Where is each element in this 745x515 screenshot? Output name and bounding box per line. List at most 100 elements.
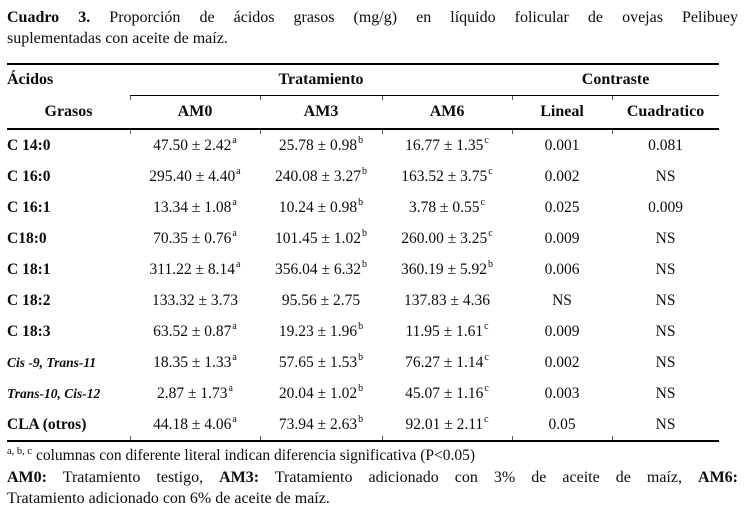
fatty-acid-label: C18:0	[7, 229, 47, 247]
value-cell: 45.07 ± 1.16c	[405, 383, 489, 402]
cuadratico-cell: NS	[655, 291, 676, 309]
significance-letter: a	[232, 228, 237, 240]
significance-letter: b	[358, 352, 364, 364]
table-row: C 16:0 295.40 ± 4.40a 240.08 ± 3.27b 163.52…	[7, 161, 719, 192]
value-cell: 20.04 ± 1.02b	[278, 383, 364, 402]
fatty-acid-label: Trans-10, Cis-12	[7, 385, 101, 401]
table-row: C 14:0 47.50 ± 2.42a 25.78 ± 0.98b 16.77 ± …	[7, 129, 720, 161]
significance-letter: c	[484, 414, 489, 426]
table-row: C18:0 70.35 ± 0.76a 101.45 ± 1.02b 260.00 ±…	[7, 223, 719, 254]
value-cell: 19.23 ± 1.96b	[278, 321, 364, 340]
cuadratico-cell: NS	[655, 260, 676, 278]
value-cell: 311.22 ± 8.14a	[149, 259, 241, 278]
value-cell: 95.56 ± 2.75	[281, 291, 361, 309]
significance-letter: b	[358, 383, 364, 395]
cuadratico-cell: NS	[612, 409, 720, 442]
table-row: C 18:2 133.32 ± 3.73 95.56 ± 2.75 137.83 ± …	[7, 285, 719, 316]
caption-label: Cuadro 3.	[7, 9, 91, 26]
significance-letter: b	[362, 259, 367, 271]
table-row: C 18:1 311.22 ± 8.14a 356.04 ± 6.32b 360.19…	[7, 254, 719, 285]
lineal-cell: 0.001	[512, 129, 613, 161]
value-cell: 63.52 ± 0.87a	[153, 321, 237, 340]
value-cell: 18.35 ± 1.33a	[153, 352, 237, 371]
lineal-cell: NS	[552, 291, 572, 309]
header-am0: AM0	[130, 95, 260, 130]
fatty-acid-label: Cis -9, Trans-11	[7, 354, 97, 370]
column-header-row: Grasos AM0 AM3 AM6 Lineal Cuadratico	[7, 95, 720, 130]
legend-line-2: Tratamiento adicionado con 6% de aceite …	[7, 490, 330, 508]
lineal-cell: 0.002	[544, 353, 580, 371]
lineal-cell: 0.009	[544, 229, 580, 247]
value-cell: 44.18 ± 4.06a	[130, 409, 260, 442]
significance-letter: c	[488, 166, 493, 178]
value-cell: 3.78 ± 0.55c	[409, 197, 485, 216]
table-row: CLA (otros) 44.18 ± 4.06a 73.94 ± 2.63b 92.…	[7, 409, 720, 442]
value-cell: 76.27 ± 1.14c	[405, 352, 489, 371]
header-am3: AM3	[260, 95, 382, 130]
caption-line-2: suplementadas con aceite de maíz.	[7, 30, 228, 47]
lineal-cell: 0.025	[544, 198, 580, 216]
lineal-cell: 0.003	[544, 384, 580, 402]
value-cell: 73.94 ± 2.63b	[260, 409, 382, 442]
significance-letter: c	[484, 135, 489, 147]
caption-text: Proporción de ácidos grasos (mg/g) en lí…	[109, 9, 739, 26]
significance-letter: c	[480, 197, 485, 209]
significance-letter: b	[358, 197, 364, 209]
significance-letter: c	[484, 352, 489, 364]
value-cell: 295.40 ± 4.40a	[149, 166, 241, 185]
value-cell: 92.01 ± 2.11c	[382, 409, 513, 442]
header-cuadratico: Cuadratico	[612, 95, 720, 130]
table-caption: Cuadro 3. Proporción de ácidos grasos (m…	[7, 7, 738, 49]
lineal-cell: 0.05	[512, 409, 613, 442]
cuadratico-cell: 0.009	[648, 198, 683, 216]
cuadratico-cell: NS	[655, 384, 676, 402]
table-body: C 14:0 47.50 ± 2.42a 25.78 ± 0.98b 16.77 ± …	[7, 129, 720, 442]
treatment-legend: AM0: Tratamiento testigo, AM3: Tratamien…	[7, 467, 738, 509]
significance-letter: a	[235, 259, 241, 271]
value-cell: 16.77 ± 1.35c	[382, 129, 513, 161]
table-header: Ácidos Tratamiento Contraste Grasos AM0 …	[7, 64, 720, 130]
value-cell: 133.32 ± 3.73	[151, 291, 238, 309]
value-cell: 70.35 ± 0.76a	[153, 228, 237, 247]
significance-letter: b	[358, 321, 364, 333]
value-cell: 240.08 ± 3.27b	[274, 166, 367, 185]
footnote-superscript: a, b, c	[7, 446, 33, 457]
header-am6: AM6	[382, 95, 513, 130]
significance-letter: a	[232, 321, 237, 333]
fatty-acid-label: C 16:0	[7, 167, 51, 185]
table-row: C 18:3 63.52 ± 0.87a 19.23 ± 1.96b 11.95 ± …	[7, 316, 719, 347]
header-group-contraste: Contraste	[512, 64, 720, 96]
significance-letter: a	[228, 383, 233, 395]
fatty-acid-label: C 18:3	[7, 322, 51, 340]
value-cell: 25.78 ± 0.98b	[260, 129, 382, 161]
cuadratico-cell: NS	[655, 322, 676, 340]
table-row: Cis -9, Trans-11 18.35 ± 1.33a 57.65 ± 1.5…	[7, 347, 719, 378]
significance-letter: a	[232, 197, 237, 209]
value-cell: 47.50 ± 2.42a	[130, 129, 260, 161]
value-cell: 356.04 ± 6.32b	[274, 259, 367, 278]
footnote-text: columnas con diferente literal indican d…	[32, 447, 476, 465]
table-row: Trans-10, Cis-12 2.87 ± 1.73a 20.04 ± 1.02…	[7, 378, 719, 409]
value-cell: 57.65 ± 1.53b	[278, 352, 364, 371]
significance-letter: b	[358, 414, 364, 426]
significance-letter: b	[362, 228, 367, 240]
legend-am0-label: AM0:	[7, 469, 47, 487]
fatty-acid-label: CLA (otros)	[7, 409, 130, 442]
caption-line-1: Cuadro 3. Proporción de ácidos grasos (m…	[7, 7, 738, 28]
header-grasos: Grasos	[7, 95, 130, 130]
table-row: C 16:1 13.34 ± 1.08a 10.24 ± 0.98b 3.78 ± 0…	[7, 192, 719, 223]
value-cell: 360.19 ± 5.92b	[401, 259, 494, 278]
value-cell: 2.87 ± 1.73a	[157, 383, 233, 402]
value-cell: 13.34 ± 1.08a	[153, 197, 237, 216]
significance-footnote: a, b, c columnas con diferente literal i…	[7, 446, 738, 465]
header-group-tratamiento: Tratamiento	[130, 64, 513, 96]
cuadratico-cell: NS	[655, 167, 676, 185]
lineal-cell: 0.009	[544, 322, 580, 340]
value-cell: 11.95 ± 1.61c	[405, 321, 489, 340]
significance-letter: b	[362, 166, 367, 178]
fatty-acid-label: C 16:1	[7, 198, 51, 216]
significance-letter: b	[488, 259, 494, 271]
data-table: Ácidos Tratamiento Contraste Grasos AM0 …	[7, 63, 720, 442]
significance-letter: a	[232, 414, 237, 426]
